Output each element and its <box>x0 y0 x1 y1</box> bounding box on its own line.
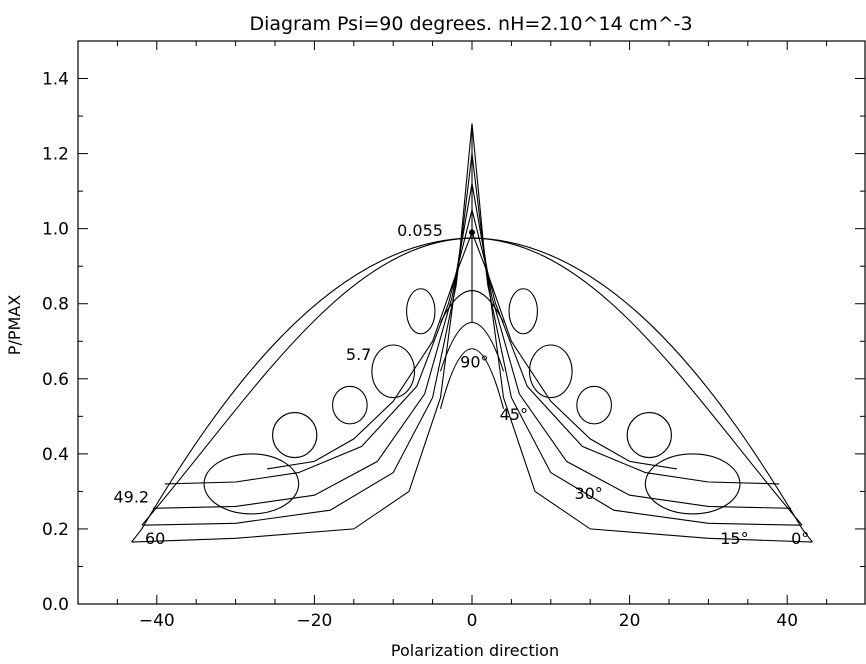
y-tick-label: 0.2 <box>42 520 69 540</box>
annotation-label: 5.7 <box>346 345 371 364</box>
annotation-label: 0.055 <box>397 221 443 240</box>
loop-ellipse <box>644 453 741 515</box>
annotation-label: 45° <box>500 405 528 424</box>
x-tick-label: −20 <box>296 611 332 631</box>
x-tick-label: −40 <box>139 611 175 631</box>
x-axis-label: Polarization direction <box>391 641 559 660</box>
y-tick-label: 1.4 <box>42 70 69 90</box>
x-tick-label: 20 <box>619 611 641 631</box>
y-tick-label: 0.6 <box>42 370 69 390</box>
loop-ellipse <box>406 288 436 335</box>
chart-title: Diagram Psi=90 degrees. nH=2.10^14 cm^-3 <box>249 13 692 35</box>
y-axis-label: P/PMAX <box>5 295 24 355</box>
loop-ellipse <box>203 453 300 515</box>
envelope-curve-inner <box>471 237 803 526</box>
annotation-label: 60 <box>145 529 165 548</box>
loop-ellipse <box>508 288 538 335</box>
annotation-label: 15° <box>720 529 748 548</box>
y-tick-label: 0.4 <box>42 445 69 465</box>
envelope-curve-inner <box>141 237 473 526</box>
annotation-label: 90° <box>460 353 488 372</box>
loop-ellipse <box>332 385 368 425</box>
annotation-label: 49.2 <box>113 488 149 507</box>
inner-arc <box>439 348 505 409</box>
y-tick-label: 1.0 <box>42 220 69 240</box>
x-tick-label: 40 <box>776 611 798 631</box>
annotation-label: 30° <box>574 484 602 503</box>
axis-ticks: −40 −20 0 20 40 0.0 0.2 0.4 0.6 0.8 1.0 1.2 1.4 <box>42 41 865 631</box>
inner-arc <box>439 322 505 372</box>
y-tick-label: 0.0 <box>42 595 69 615</box>
y-tick-label: 1.2 <box>42 145 69 165</box>
annotation-label: 0° <box>791 529 809 548</box>
loop-ellipse <box>371 344 416 399</box>
circular-loops <box>203 229 741 515</box>
envelope-curve <box>131 237 473 543</box>
inner-arc <box>440 290 504 323</box>
loop-ellipse <box>576 385 612 425</box>
loop-ellipse <box>528 344 573 399</box>
y-tick-label: 0.8 <box>42 295 69 315</box>
annotations: 0.055 5.7 49.2 60 90° 45° 30° 15° 0° <box>113 221 809 548</box>
apex-dot <box>469 229 475 236</box>
loop-ellipse <box>272 412 318 459</box>
envelope-curve <box>471 237 813 543</box>
data-curves <box>131 123 813 543</box>
loop-ellipse <box>626 412 672 459</box>
x-tick-label: 0 <box>467 611 478 631</box>
